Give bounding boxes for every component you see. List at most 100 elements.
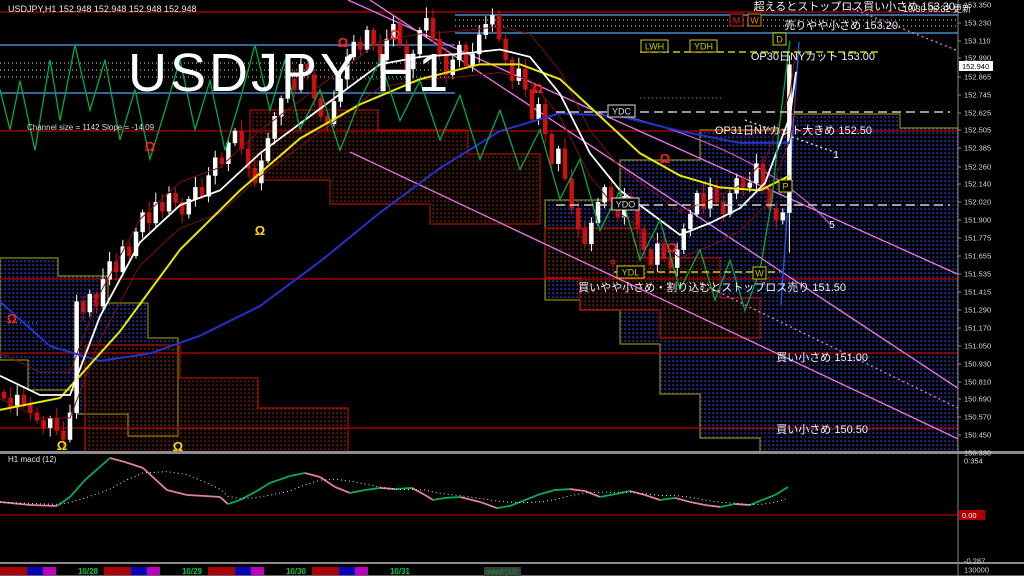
candle-body-up <box>100 279 106 307</box>
candle-body-down <box>179 201 185 215</box>
green-zigzag-line <box>0 40 791 313</box>
candle-body-down <box>41 419 46 428</box>
channel-info-label: Channel size = 1142 Slope = -14.09 <box>27 123 155 132</box>
macd-line-down <box>109 457 126 463</box>
channel-line <box>369 0 958 390</box>
candle-body-down <box>575 207 581 230</box>
timeline-date: 10/28 <box>78 567 99 576</box>
macd-line-down <box>644 494 661 501</box>
macd-line-up <box>554 488 571 491</box>
candle-body-down <box>371 29 376 46</box>
level-box <box>729 13 744 27</box>
level-box <box>752 266 767 280</box>
level-box-label: P <box>782 182 788 192</box>
session-segment-red <box>104 567 131 575</box>
macd-pane[interactable] <box>0 457 958 516</box>
price-axis-label: 152.505 <box>964 126 991 135</box>
candle-body-down <box>160 201 165 212</box>
pane-separator[interactable] <box>0 451 1024 454</box>
macd-line-up <box>761 494 776 501</box>
candle-body-down <box>760 163 766 191</box>
order-annotation: OP30日NYカット 153.00 <box>751 50 875 63</box>
pitchfork-label: 5 <box>829 220 835 231</box>
order-annotation: 買い小さめ 151.00 <box>776 351 868 364</box>
red-omega-icon: Ω <box>533 81 543 96</box>
order-annotation: OP31日NYカット大きめ 152.50 <box>715 123 872 137</box>
pane-separator[interactable] <box>0 562 1024 564</box>
candle-body-up <box>754 163 759 184</box>
white-ma-line <box>0 48 797 396</box>
macd-signal-line <box>0 471 789 506</box>
candle-body-up <box>344 56 350 80</box>
level-box <box>616 265 645 279</box>
candle-body-up <box>457 44 462 61</box>
macd-line-up <box>269 475 291 484</box>
price-axis-label: 152.990 <box>964 54 991 63</box>
order-annotation: 買い小さめ 150.50 <box>776 423 868 436</box>
candle-body-up <box>787 64 792 213</box>
macd-zero-box <box>959 510 985 520</box>
candle-body-up <box>140 212 145 233</box>
macd-line-up <box>719 503 736 508</box>
candle-body-down <box>404 44 409 70</box>
candle-body-down <box>463 44 469 67</box>
macd-line-down <box>142 467 168 491</box>
red-omega-icon: Ω <box>660 151 670 166</box>
candle-body-up <box>107 261 112 280</box>
macd-axis-label: 0.354 <box>964 457 983 466</box>
macd-line-down <box>674 497 691 503</box>
macd-line-down <box>0 501 31 506</box>
candle-body-up <box>212 157 218 176</box>
candle-body-up <box>298 64 304 90</box>
candle-body-up <box>166 193 172 212</box>
price-axis-label: 152.625 <box>964 109 991 118</box>
level-box-label: M <box>733 16 741 26</box>
level-box-label: YDC <box>612 107 632 117</box>
order-annotation: 売りやや小さめ 153.20 <box>784 19 898 32</box>
macd-line-down <box>204 495 221 498</box>
candle-body-up <box>74 301 79 414</box>
signal-marker-dot <box>610 259 616 265</box>
candle-body-down <box>94 293 99 307</box>
session-segment-red <box>0 567 27 575</box>
candle-body-up <box>727 193 733 215</box>
candle-body-up <box>476 34 482 55</box>
price-axis-label: 150.810 <box>964 378 991 387</box>
price-axis-label: 151.050 <box>964 342 991 351</box>
candle-body-down <box>1 391 7 399</box>
yellow-omega-icon: Ω <box>173 439 183 454</box>
candle-body-up <box>556 148 561 164</box>
macd-line-up <box>432 497 446 501</box>
macd-line-up <box>749 499 763 506</box>
candle-body-down <box>773 207 779 221</box>
price-axis-label: 151.415 <box>964 288 991 297</box>
level-box-label: D <box>776 35 783 45</box>
macd-line-down <box>734 503 751 506</box>
candle-body-up <box>265 138 271 161</box>
timeline-date: 10/30 <box>286 567 307 576</box>
macd-line-up <box>349 489 366 494</box>
level-box <box>689 39 718 53</box>
macd-line-up <box>69 479 86 498</box>
macd-line-down <box>319 476 336 488</box>
timeline-date: 10/31 <box>390 567 411 576</box>
session-segment-blue <box>339 567 355 575</box>
macd-line-up <box>444 496 461 499</box>
level-box <box>640 39 669 53</box>
candle-body-up <box>490 15 495 25</box>
candle-body-down <box>542 104 548 135</box>
macd-line-up <box>56 496 71 507</box>
red-omega-icon: Ω <box>390 27 400 42</box>
candle-body-down <box>740 178 746 188</box>
candle-body-down <box>358 41 363 50</box>
session-timeline: 10/28 10/29 10/30 10/31 macd (12) <box>0 567 521 576</box>
red-omega-icon: Ω <box>7 311 17 326</box>
candle-body-down <box>641 228 647 250</box>
candle-body-down <box>701 193 706 209</box>
candle-body-down <box>127 246 132 256</box>
timeline-note-box <box>484 567 521 576</box>
level-box-label: YDO <box>616 200 636 210</box>
macd-line-up <box>599 493 616 498</box>
